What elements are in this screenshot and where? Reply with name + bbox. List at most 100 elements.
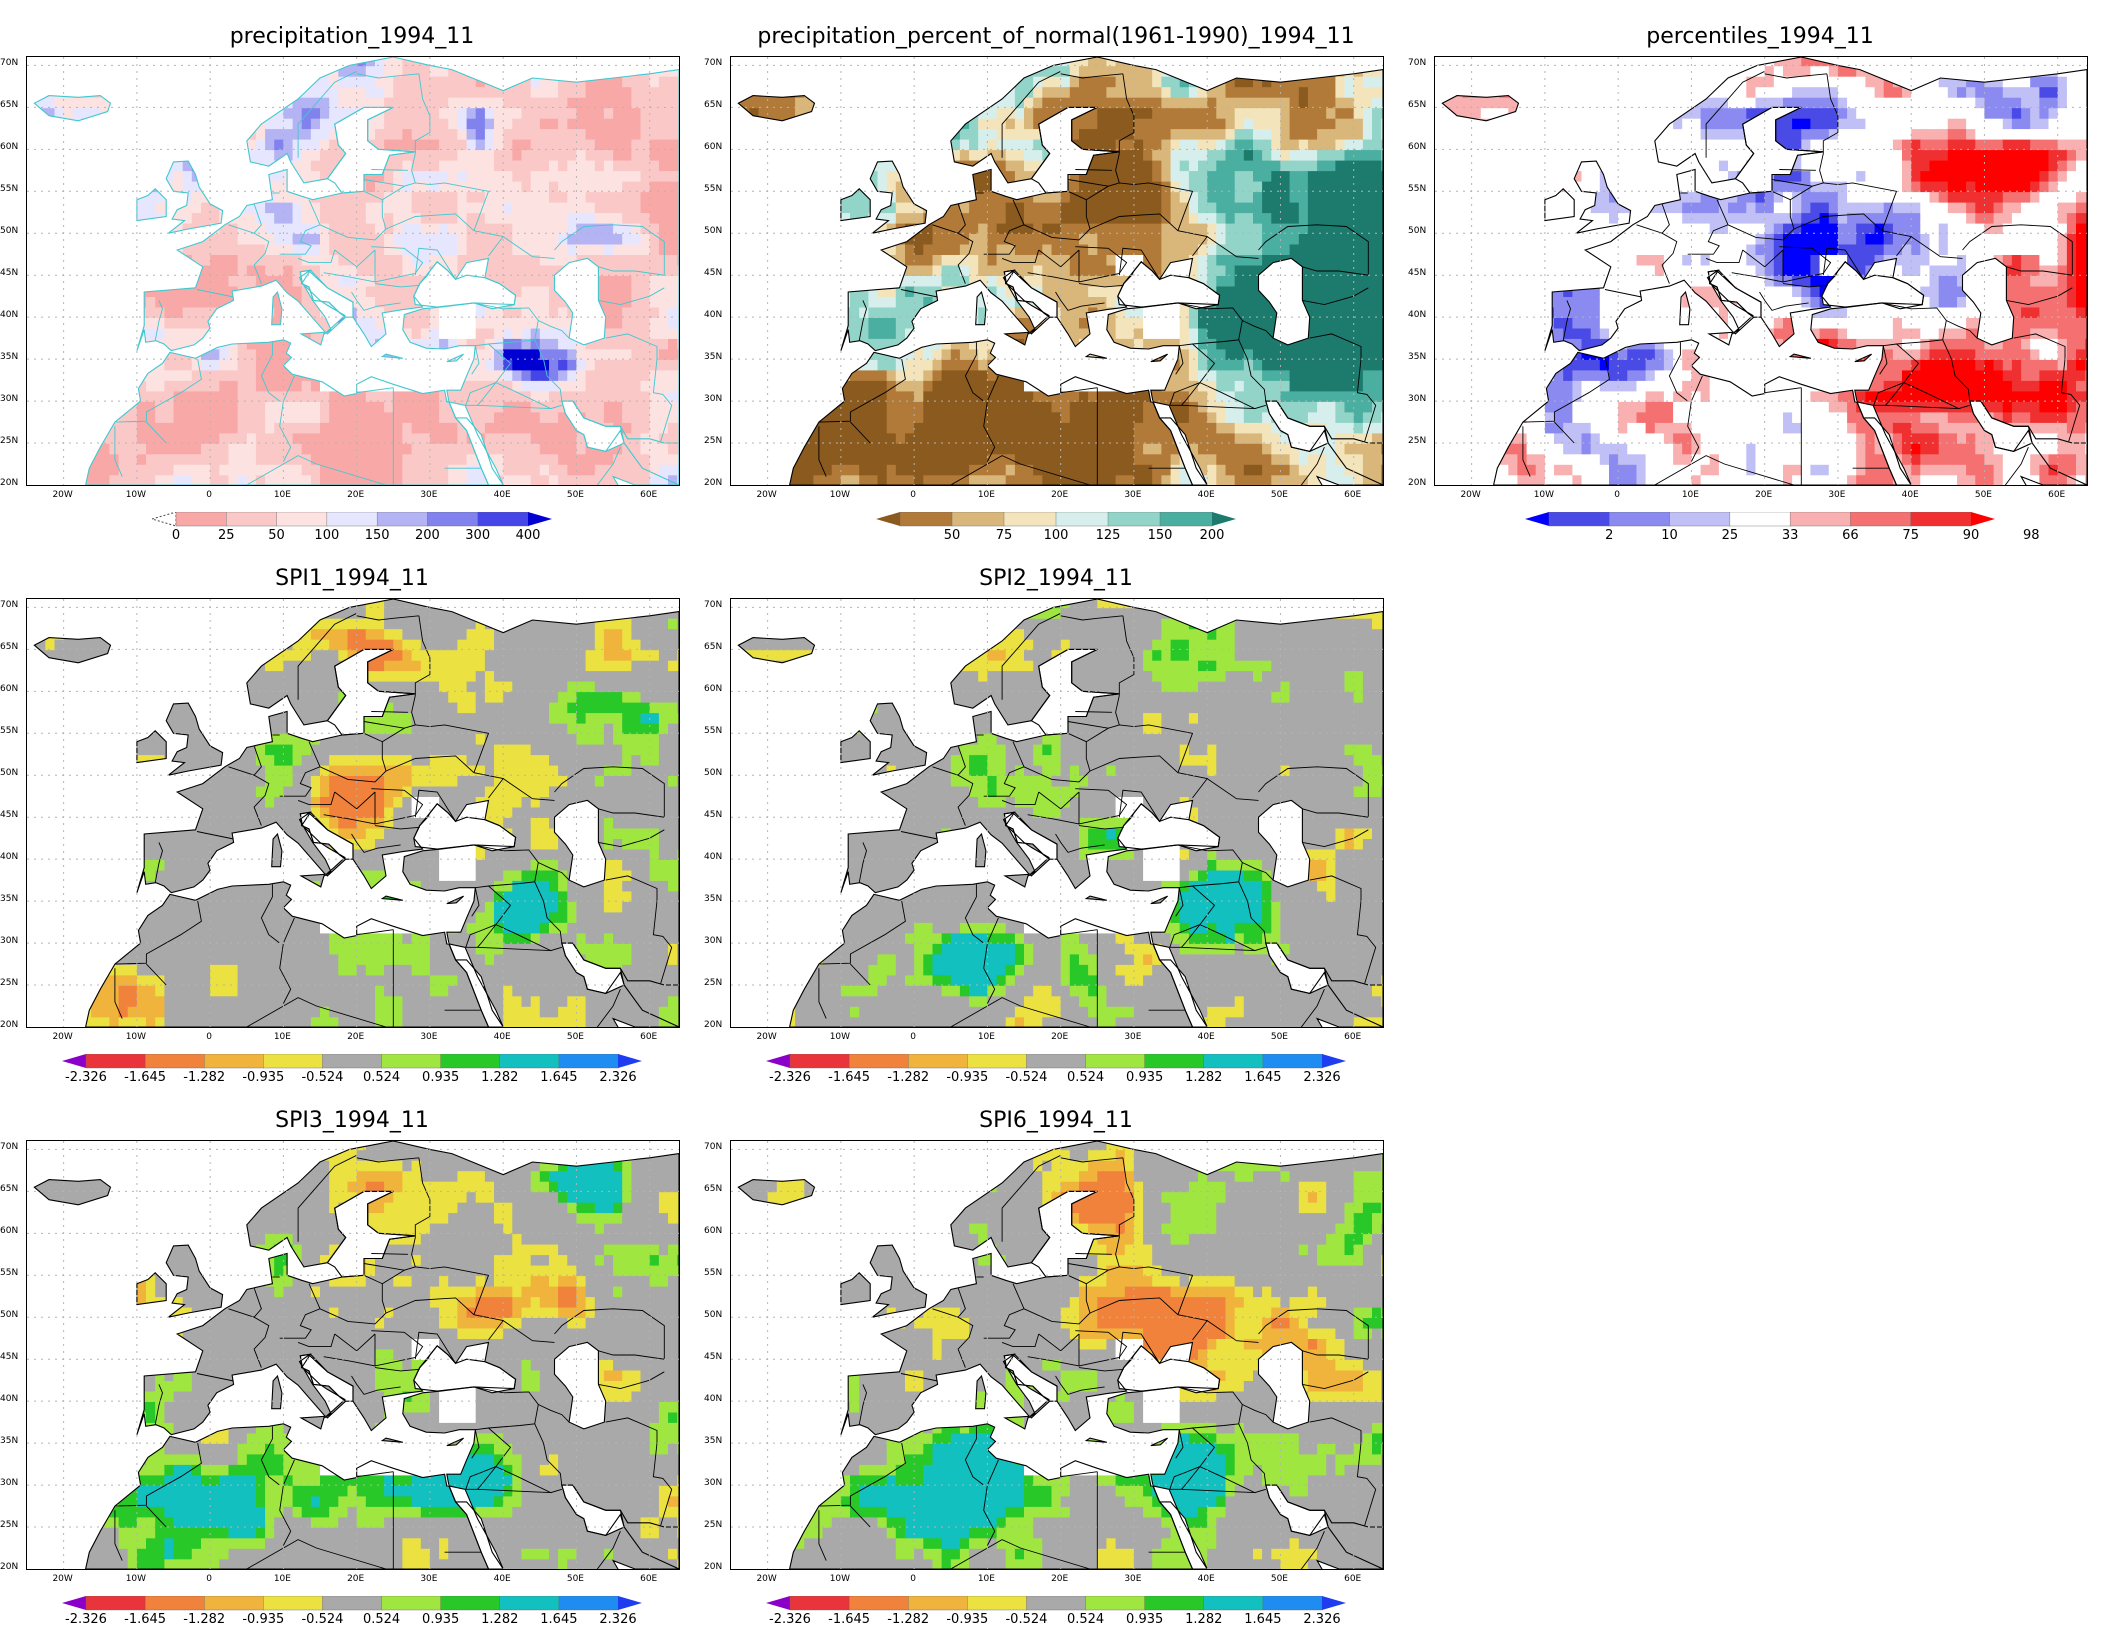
lat-tick-label: 70N bbox=[0, 600, 18, 610]
lon-tick-label: 10E bbox=[966, 1032, 1006, 1042]
lat-tick-label: 65N bbox=[0, 100, 18, 110]
lon-tick-label: 40E bbox=[482, 490, 522, 500]
colorbar-box bbox=[1790, 512, 1851, 526]
map-canvas bbox=[27, 1141, 679, 1569]
lat-tick-label: 45N bbox=[704, 1352, 722, 1362]
panel-title: SPI2_1994_11 bbox=[730, 566, 1382, 591]
map-plot bbox=[730, 598, 1384, 1028]
colorbar-label: 100 bbox=[314, 528, 339, 543]
lat-tick-label: 55N bbox=[1408, 184, 1426, 194]
colorbar-arrow-high bbox=[1322, 1054, 1346, 1068]
colorbar-label: -2.326 bbox=[769, 1070, 811, 1085]
colorbar-arrow-low bbox=[152, 512, 176, 526]
lat-tick-label: 50N bbox=[1408, 226, 1426, 236]
lon-tick-label: 0 bbox=[893, 1032, 933, 1042]
lon-tick-label: 10W bbox=[116, 1574, 156, 1584]
colorbar-box bbox=[145, 1596, 205, 1610]
lat-tick-label: 50N bbox=[704, 226, 722, 236]
colorbar-label: -1.282 bbox=[887, 1070, 929, 1085]
colorbar-label: -2.326 bbox=[65, 1070, 107, 1085]
lon-tick-label: 20E bbox=[336, 1032, 376, 1042]
lat-tick-label: 60N bbox=[704, 684, 722, 694]
colorbar-label: 0.524 bbox=[363, 1070, 400, 1085]
panel-title: SPI6_1994_11 bbox=[730, 1108, 1382, 1133]
lat-tick-label: 70N bbox=[704, 58, 722, 68]
lon-tick-label: 20W bbox=[747, 490, 787, 500]
lat-tick-label: 60N bbox=[0, 142, 18, 152]
lat-tick-label: 60N bbox=[1408, 142, 1426, 152]
lat-tick-label: 30N bbox=[704, 1478, 722, 1488]
colorbar-box bbox=[790, 1596, 850, 1610]
lon-tick-label: 10W bbox=[820, 1032, 860, 1042]
colorbar-label: 50 bbox=[268, 528, 285, 543]
lat-tick-label: 70N bbox=[704, 1142, 722, 1152]
map-plot bbox=[730, 1140, 1384, 1570]
colorbar-box bbox=[967, 1054, 1027, 1068]
lon-tick-label: 30E bbox=[1113, 1574, 1153, 1584]
colorbar bbox=[152, 512, 556, 528]
lat-tick-label: 45N bbox=[0, 1352, 18, 1362]
colorbar-box bbox=[1160, 512, 1213, 526]
colorbar-box bbox=[1004, 512, 1057, 526]
colorbar-label: 2 bbox=[1605, 528, 1613, 543]
colorbar-box bbox=[263, 1596, 323, 1610]
lon-tick-label: 20W bbox=[747, 1032, 787, 1042]
colorbar-box bbox=[849, 1596, 909, 1610]
colorbar-box bbox=[1145, 1596, 1205, 1610]
lon-tick-label: 20E bbox=[1744, 490, 1784, 500]
lat-tick-label: 35N bbox=[0, 894, 18, 904]
lat-tick-label: 30N bbox=[0, 394, 18, 404]
map-canvas bbox=[731, 57, 1383, 485]
lon-tick-label: 0 bbox=[189, 1032, 229, 1042]
lat-tick-label: 55N bbox=[0, 726, 18, 736]
map-plot bbox=[1434, 56, 2088, 486]
colorbar-box bbox=[226, 512, 277, 526]
colorbar-label: 33 bbox=[1782, 528, 1799, 543]
lon-tick-label: 50E bbox=[1259, 1574, 1299, 1584]
colorbar-box bbox=[382, 1054, 442, 1068]
lat-tick-label: 20N bbox=[0, 1562, 18, 1572]
lon-tick-label: 0 bbox=[893, 490, 933, 500]
lat-tick-label: 45N bbox=[0, 268, 18, 278]
lon-tick-label: 40E bbox=[482, 1032, 522, 1042]
lat-tick-label: 55N bbox=[704, 726, 722, 736]
colorbar-box bbox=[1086, 1054, 1146, 1068]
colorbar-box bbox=[478, 512, 529, 526]
colorbar-label: 75 bbox=[996, 528, 1013, 543]
colorbar-label: 300 bbox=[465, 528, 490, 543]
lat-tick-label: 60N bbox=[0, 684, 18, 694]
colorbar-arrow-low bbox=[62, 1054, 86, 1068]
colorbar-arrow-high bbox=[1322, 1596, 1346, 1610]
lat-tick-label: 45N bbox=[704, 268, 722, 278]
lat-tick-label: 55N bbox=[0, 184, 18, 194]
lon-tick-label: 10E bbox=[966, 1574, 1006, 1584]
colorbar-label: 125 bbox=[1096, 528, 1121, 543]
lon-tick-label: 0 bbox=[189, 1574, 229, 1584]
colorbar-box bbox=[908, 1596, 968, 1610]
lat-tick-label: 30N bbox=[0, 936, 18, 946]
colorbar-box bbox=[849, 1054, 909, 1068]
lat-tick-label: 30N bbox=[0, 1478, 18, 1488]
lat-tick-label: 45N bbox=[1408, 268, 1426, 278]
lon-tick-label: 60E bbox=[629, 1032, 669, 1042]
lat-tick-label: 65N bbox=[704, 100, 722, 110]
lat-tick-label: 55N bbox=[704, 1268, 722, 1278]
map-canvas bbox=[731, 599, 1383, 1027]
colorbar-label: 25 bbox=[218, 528, 235, 543]
lat-tick-label: 35N bbox=[704, 352, 722, 362]
map-canvas bbox=[27, 57, 679, 485]
panel-title: precipitation_1994_11 bbox=[26, 24, 678, 49]
lon-tick-label: 20E bbox=[1040, 490, 1080, 500]
lon-tick-label: 20E bbox=[1040, 1574, 1080, 1584]
colorbar-label: 200 bbox=[1200, 528, 1225, 543]
lon-tick-label: 50E bbox=[555, 1574, 595, 1584]
lat-tick-label: 50N bbox=[0, 768, 18, 778]
lon-tick-label: 40E bbox=[1186, 490, 1226, 500]
lon-tick-label: 60E bbox=[1333, 1574, 1373, 1584]
colorbar-label: -0.935 bbox=[242, 1070, 284, 1085]
colorbar-box bbox=[952, 512, 1005, 526]
lat-tick-label: 30N bbox=[704, 936, 722, 946]
colorbar-label: -0.935 bbox=[946, 1070, 988, 1085]
lon-tick-label: 40E bbox=[1186, 1574, 1226, 1584]
panel-title: SPI1_1994_11 bbox=[26, 566, 678, 591]
